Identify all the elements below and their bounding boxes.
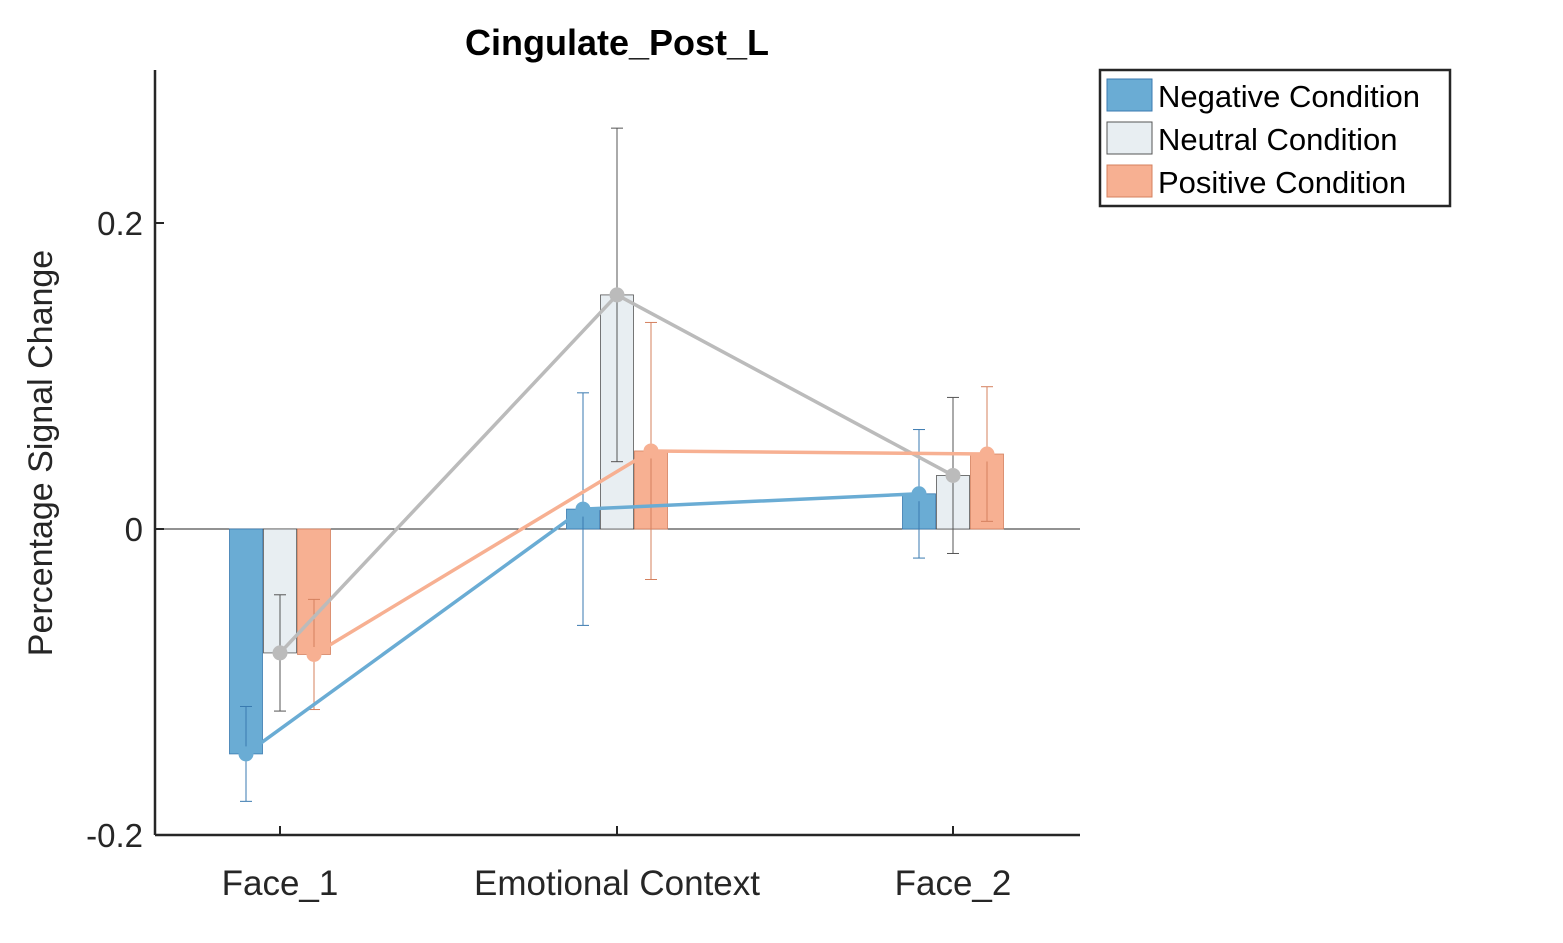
legend-swatch-2	[1106, 164, 1153, 198]
x-tick-label-1: Emotional Context	[474, 864, 760, 903]
y-tick-label-0: -0.2	[86, 817, 143, 854]
y-axis-label: Percentage Signal Change	[22, 250, 60, 656]
legend-label-2: Positive Condition	[1158, 165, 1406, 200]
point-0-1	[575, 501, 591, 517]
y-tick-label-2: 0.2	[97, 205, 143, 242]
legend-swatch-0	[1106, 78, 1153, 112]
x-tick-label-0: Face_1	[222, 864, 339, 903]
chart-title: Cingulate_Post_L	[465, 22, 769, 63]
y-tick-label-1: 0	[125, 511, 143, 548]
legend-box	[1098, 68, 1452, 208]
point-0-2	[911, 486, 927, 502]
point-2-0	[306, 646, 322, 662]
point-1-0	[272, 645, 288, 661]
point-2-1	[643, 443, 659, 459]
legend-swatch-1	[1106, 121, 1153, 155]
legend-label-1: Neutral Condition	[1158, 122, 1398, 157]
x-tick-label-2: Face_2	[895, 864, 1012, 903]
legend: Negative Condition Neutral Condition Posit…	[1098, 68, 1452, 208]
plot-area: -0.2 0 0.2 Face_1 Emotional Context Face_2	[86, 70, 1080, 903]
point-1-2	[945, 467, 961, 483]
point-2-2	[979, 446, 995, 462]
legend-label-0: Negative Condition	[1158, 79, 1420, 114]
point-0-0	[238, 746, 254, 762]
point-1-1	[609, 287, 625, 303]
